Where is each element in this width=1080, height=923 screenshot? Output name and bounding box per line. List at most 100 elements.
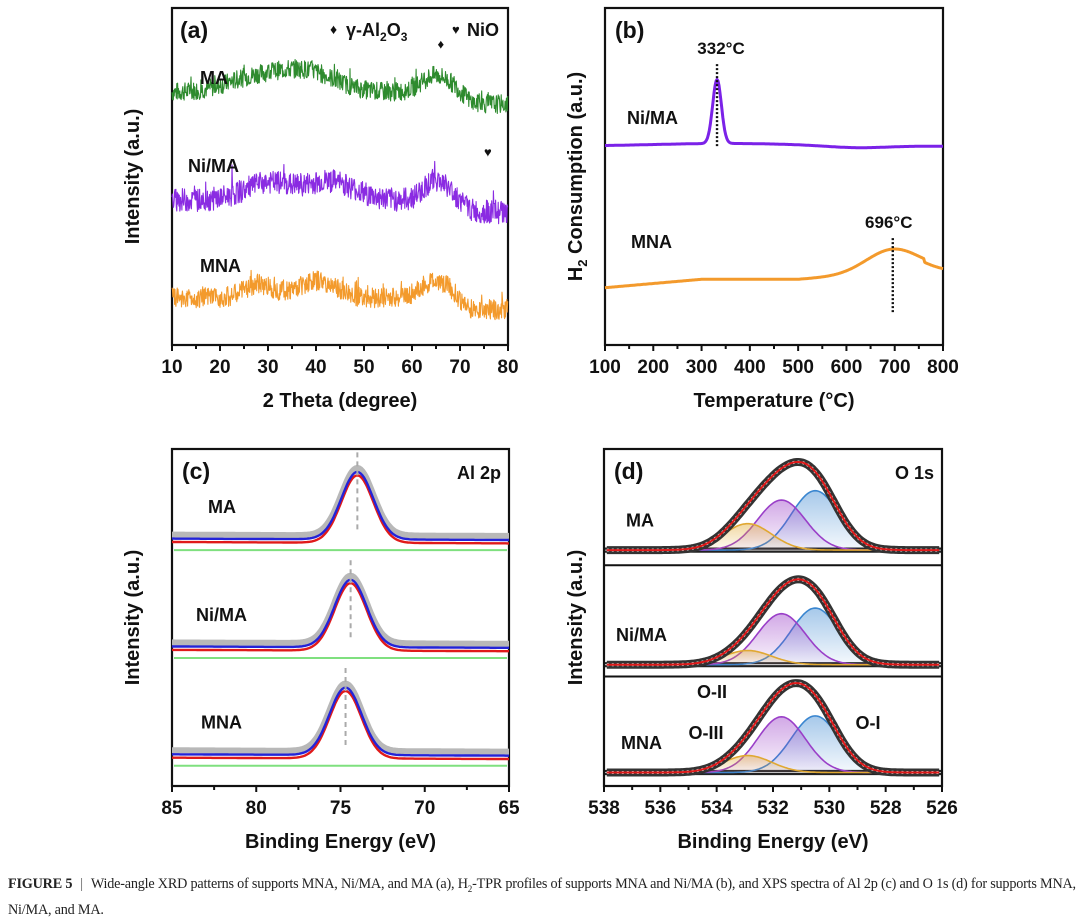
- figure-canvas: 10 20 30 40 50 60 70 80 (a) 2 Theta (degree) Inten…: [122, 6, 959, 853]
- component-fill-o-iii: [660, 523, 900, 551]
- component-fill-o-iii: [660, 755, 900, 773]
- component-fill-o-i: [660, 608, 900, 665]
- caption-separator: |: [80, 876, 83, 892]
- panel-label: (a): [180, 17, 208, 43]
- x-tick-label: 100: [589, 357, 621, 378]
- x-tick-label: 80: [497, 357, 518, 378]
- peak-temperature-label: 696°C: [865, 213, 912, 232]
- heart-marker-icon: ♥: [484, 144, 492, 159]
- envelope-curve: [172, 474, 509, 545]
- x-tick-label: 300: [686, 357, 718, 378]
- series-label: MNA: [621, 733, 662, 753]
- series-label: Ni/MA: [627, 108, 678, 128]
- figure-caption: FIGURE 5 | Wide-angle XRD patterns of supp…: [8, 874, 1076, 921]
- x-tick-label: 40: [305, 357, 326, 378]
- x-tick-label: 536: [644, 798, 676, 819]
- x-tick-label: 70: [414, 798, 435, 819]
- legend-heart-icon: ♥: [452, 22, 460, 37]
- component-fill-o-ii: [660, 613, 900, 665]
- xps-sample-ni-ma: Ni/MA: [172, 560, 509, 659]
- component-label-o-i: O-I: [856, 713, 881, 733]
- xrd-series-mna: [171, 269, 509, 321]
- x-tick-label: 80: [246, 798, 267, 819]
- diamond-marker-icon: ♦: [437, 36, 444, 51]
- envelope-curve: [172, 581, 509, 653]
- component-label-o-iii: O-III: [689, 723, 724, 743]
- x-tick-label: 538: [588, 798, 620, 819]
- axis-label-part: Intensity (a.u.): [122, 550, 144, 686]
- series-label: MNA: [631, 232, 672, 252]
- x-tick-label: 10: [161, 357, 182, 378]
- fit-curve: [172, 578, 509, 649]
- series-label: MA: [200, 68, 228, 88]
- x-tick-label: 400: [734, 357, 766, 378]
- y-axis-label: Intensity (a.u.): [122, 550, 144, 686]
- component-fill-o-i: [660, 715, 900, 773]
- legend-diamond-icon: ♦: [330, 21, 337, 37]
- y-axis-label: Intensity (a.u.): [565, 550, 587, 686]
- x-tick-label: 532: [757, 798, 789, 819]
- x-tick-label: 600: [831, 357, 863, 378]
- raw-data-curve: [172, 572, 509, 647]
- x-tick-label: 530: [813, 798, 845, 819]
- xps-sample-ni-ma: Ni/MA: [605, 575, 941, 669]
- panel-c-al2p: 85 80 75 70 65 (c) Al 2p Binding Energy (eV) Int…: [122, 447, 520, 853]
- x-tick-label: 800: [927, 357, 959, 378]
- x-tick-label: 85: [161, 798, 183, 819]
- series-label: MNA: [200, 256, 241, 276]
- panel-label: (c): [182, 458, 210, 484]
- component-fill-o-ii: [660, 500, 900, 551]
- caption-text-2: -TPR profiles of supports MNA and Ni/MA …: [8, 876, 1076, 918]
- raw-data-curve: [172, 680, 509, 755]
- x-tick-label: 700: [879, 357, 911, 378]
- legend-text-part: O: [387, 20, 401, 40]
- series-label: MA: [626, 511, 654, 531]
- tpr-series-mna: [604, 247, 944, 290]
- x-tick-label: 75: [330, 798, 352, 819]
- x-axis-label: Binding Energy (eV): [245, 831, 436, 853]
- x-tick-label: 200: [637, 357, 669, 378]
- envelope-fit-curve: [606, 578, 940, 666]
- core-level-label: Al 2p: [457, 463, 501, 483]
- x-tick-label: 528: [870, 798, 902, 819]
- xrd-series-ni-ma: [171, 160, 509, 225]
- xps-sample-ma: MA: [605, 458, 941, 555]
- y-axis-label: H2 Consumption (a.u.): [565, 72, 590, 281]
- series-label: Ni/MA: [188, 156, 239, 176]
- x-tick-label: 534: [701, 798, 733, 819]
- axis-label-part: Consumption (a.u.): [565, 72, 587, 260]
- panel-label: (b): [615, 17, 644, 43]
- x-tick-label: 500: [782, 357, 814, 378]
- xps-sample-mna: MNA: [172, 668, 509, 767]
- fit-curve: [172, 686, 509, 757]
- series-label: MA: [208, 497, 236, 517]
- x-tick-label: 526: [926, 798, 958, 819]
- fit-curve: [172, 470, 509, 542]
- envelope-fit-curve: [606, 682, 940, 774]
- axis-label-part: Intensity (a.u.): [122, 109, 144, 245]
- raw-data-curve: [172, 464, 509, 539]
- x-tick-label: 70: [449, 357, 470, 378]
- caption-text-1: Wide-angle XRD patterns of supports MNA,…: [90, 876, 468, 892]
- x-tick-label: 20: [209, 357, 230, 378]
- component-fill-o-iii: [660, 650, 900, 665]
- component-label-o-ii: O-II: [697, 682, 727, 702]
- xps-sample-ma: MA: [172, 452, 509, 552]
- axis-label-part: H: [565, 267, 587, 281]
- component-fill-o-i: [660, 490, 900, 551]
- envelope-curve: [172, 689, 509, 761]
- panel-label: (d): [614, 458, 643, 484]
- envelope-fit-curve: [606, 461, 940, 552]
- x-axis-label: Binding Energy (eV): [677, 831, 868, 853]
- component-fill-o-ii: [660, 716, 900, 773]
- core-level-label: O 1s: [895, 463, 934, 483]
- axis-label-part: 2: [575, 260, 590, 267]
- legend-text-part: γ-Al: [346, 20, 380, 40]
- series-label: Ni/MA: [196, 605, 247, 625]
- legend-entry-gamma-alumina: γ-Al2O3: [346, 20, 408, 44]
- x-tick-label: 50: [353, 357, 374, 378]
- x-tick-label: 60: [401, 357, 422, 378]
- axis-label-part: Intensity (a.u.): [565, 550, 587, 686]
- legend-entry-nio: NiO: [467, 20, 499, 40]
- caption-subscript: 2: [467, 883, 473, 894]
